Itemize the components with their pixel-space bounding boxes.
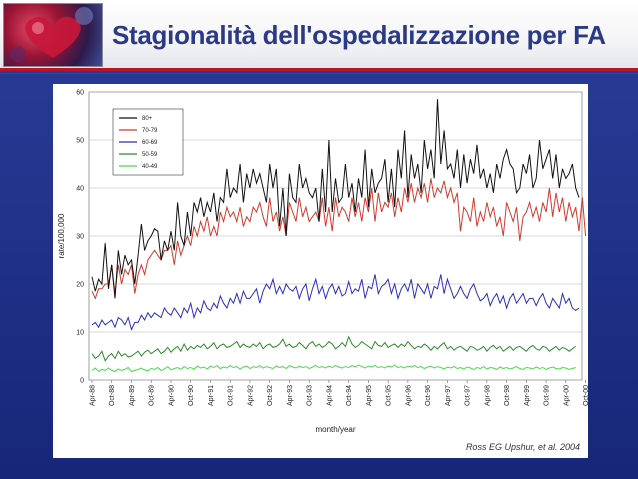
x-tick-label: Oct-98 — [504, 385, 511, 406]
x-tick-label: Apr-90 — [168, 385, 175, 406]
series-line-50-59 — [91, 335, 576, 362]
x-tick-label: Oct-90 — [188, 385, 195, 406]
x-tick-label: Oct-96 — [425, 385, 432, 406]
y-tick-label: 60 — [76, 90, 84, 97]
x-tick-label: Apr-95 — [366, 385, 373, 406]
legend-label: 60-69 — [142, 140, 158, 146]
series-line-80+ — [91, 99, 580, 299]
y-tick-label: 10 — [76, 330, 84, 337]
x-tick-label: Oct-00 — [583, 385, 588, 406]
heart-icon — [10, 7, 93, 62]
y-tick-label: 50 — [76, 138, 84, 145]
legend-label: 40-49 — [142, 164, 158, 170]
x-tick-label: Oct-99 — [544, 385, 551, 406]
x-tick-label: Apr-00 — [563, 385, 570, 406]
x-tick-label: Oct-92 — [267, 385, 274, 406]
legend-label: 50-59 — [142, 152, 158, 158]
y-axis-label: rate/100,000 — [57, 213, 66, 258]
x-tick-label: Oct-91 — [228, 385, 235, 406]
chart-series-lines — [91, 99, 587, 373]
x-tick-label: Oct-95 — [386, 385, 393, 406]
x-tick-label: Apr-89 — [129, 385, 136, 406]
y-tick-label: 30 — [76, 234, 84, 241]
x-tick-label: Oct-93 — [307, 385, 314, 406]
x-tick-label: Apr-97 — [445, 385, 452, 406]
x-tick-label: Apr-96 — [405, 385, 412, 406]
x-tick-label: Apr-88 — [90, 385, 97, 406]
y-axis-ticks: 0 10 20 30 40 50 60 — [76, 90, 84, 385]
x-tick-label: Apr-99 — [524, 385, 531, 406]
x-tick-label: Apr-92 — [247, 385, 254, 406]
x-tick-label: Apr-93 — [287, 385, 294, 406]
slide-title: Stagionalità dell'ospedalizzazione per F… — [112, 20, 606, 50]
x-tick-label: Oct-94 — [346, 385, 353, 406]
x-axis-label: month/year — [315, 425, 355, 434]
y-tick-label: 0 — [80, 378, 84, 385]
x-axis-ticks: Apr-88 Oct-88 Apr-89 Oct-89 Apr-90 Oct-90 Apr-… — [90, 380, 588, 406]
legend-label: 70-79 — [142, 128, 158, 134]
legend-label: 80+ — [142, 116, 153, 122]
x-tick-label: Oct-89 — [149, 385, 156, 406]
y-tick-label: 20 — [76, 282, 84, 289]
series-line-60-69 — [91, 274, 580, 332]
x-tick-label: Apr-98 — [484, 385, 491, 406]
header-divider-thick — [0, 68, 638, 71]
slide-header: Stagionalità dell'ospedalizzazione per F… — [0, 0, 638, 70]
x-tick-label: Apr-94 — [326, 385, 333, 406]
x-tick-label: Apr-91 — [208, 385, 215, 406]
heart-logo-image — [3, 3, 103, 67]
series-line-70-79 — [91, 178, 587, 300]
source-annotation: Ross EG Upshur, et al. 2004 — [466, 442, 580, 452]
y-tick-label: 40 — [76, 186, 84, 193]
x-tick-label: Oct-97 — [465, 385, 472, 406]
chart-panel: 0 10 20 30 40 50 60 Apr-88 Oct-88 Apr-89 Oct-89 Ap… — [53, 84, 588, 458]
chart-legend: 80+ 70-79 60-69 50-59 40-49 — [112, 108, 184, 176]
x-tick-label: Oct-88 — [109, 385, 116, 406]
series-line-40-49 — [91, 364, 576, 373]
header-divider-thin — [0, 73, 638, 74]
